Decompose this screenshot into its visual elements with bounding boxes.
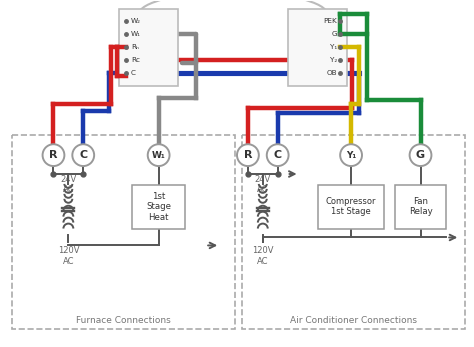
Circle shape: [340, 144, 362, 166]
FancyBboxPatch shape: [318, 185, 384, 229]
Text: 24V
AC: 24V AC: [255, 175, 271, 194]
Text: C: C: [131, 70, 136, 76]
Text: 120V
AC: 120V AC: [252, 246, 273, 266]
Text: G: G: [416, 150, 425, 160]
Text: Y₂: Y₂: [330, 57, 337, 63]
Circle shape: [267, 144, 289, 166]
Text: W₁: W₁: [131, 31, 141, 37]
Text: Fan
Relay: Fan Relay: [409, 197, 432, 217]
Text: W₁: W₁: [152, 151, 165, 160]
Text: Furnace Connections: Furnace Connections: [76, 316, 171, 325]
Text: R: R: [49, 150, 58, 160]
Text: PEK: PEK: [323, 18, 337, 24]
Text: 1st
Stage
Heat: 1st Stage Heat: [146, 192, 171, 222]
FancyBboxPatch shape: [288, 9, 347, 86]
Text: 24V
AC: 24V AC: [60, 175, 76, 194]
Text: Y₁: Y₁: [346, 151, 356, 160]
Text: OB: OB: [327, 70, 337, 76]
FancyBboxPatch shape: [119, 9, 179, 86]
Text: Rₕ: Rₕ: [131, 44, 139, 50]
Circle shape: [73, 144, 94, 166]
Text: Rᴄ: Rᴄ: [131, 57, 140, 63]
Text: R: R: [244, 150, 252, 160]
Circle shape: [43, 144, 64, 166]
Text: C: C: [273, 150, 282, 160]
Text: Compressor
1st Stage: Compressor 1st Stage: [326, 197, 376, 217]
Circle shape: [237, 144, 259, 166]
Text: Y₁: Y₁: [330, 44, 337, 50]
Circle shape: [148, 144, 170, 166]
Text: C: C: [79, 150, 87, 160]
FancyBboxPatch shape: [395, 185, 447, 229]
FancyBboxPatch shape: [132, 185, 185, 229]
Text: Air Conditioner Connections: Air Conditioner Connections: [290, 316, 417, 325]
Text: G: G: [332, 31, 337, 37]
Text: 120V
AC: 120V AC: [58, 246, 79, 266]
Circle shape: [410, 144, 431, 166]
Text: W₂: W₂: [131, 18, 141, 24]
